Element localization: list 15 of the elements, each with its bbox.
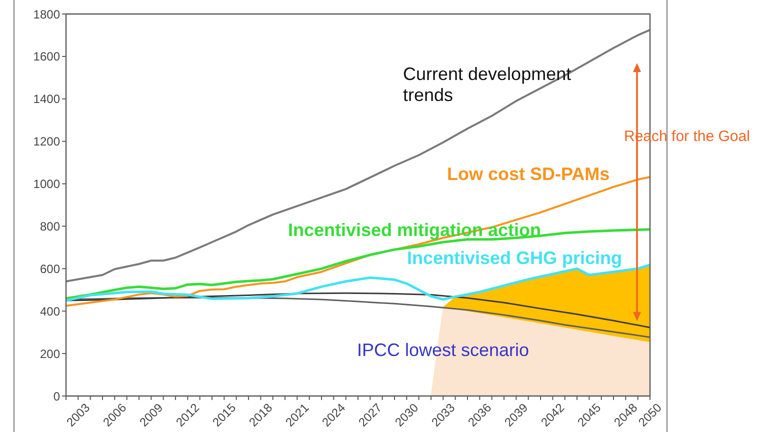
- y-tick-label: 1000: [33, 177, 60, 192]
- series-label: Current development trends: [403, 64, 572, 105]
- y-tick-label: 0: [53, 389, 60, 404]
- series-label: IPCC lowest scenario: [357, 340, 530, 360]
- series-label: Incentivised GHG pricing: [407, 248, 622, 268]
- y-tick-label: 600: [40, 262, 60, 276]
- y-tick-label: 400: [40, 304, 60, 318]
- y-tick-label: 1800: [33, 7, 60, 22]
- y-tick-label: 200: [40, 346, 60, 361]
- y-tick-label: 1400: [33, 92, 60, 106]
- y-tick-label: 800: [40, 219, 60, 234]
- y-tick-label: 1600: [33, 50, 60, 64]
- series-label: Incentivised mitigation action: [288, 220, 542, 240]
- series-label: Low cost SD-PAMs: [447, 164, 610, 184]
- y-tick-label: 1200: [33, 134, 60, 149]
